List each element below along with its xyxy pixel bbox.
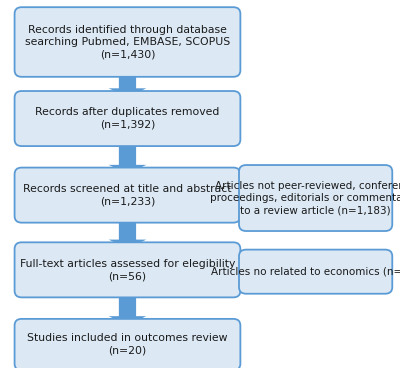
FancyBboxPatch shape [14,7,240,77]
Text: Records screened at title and abstract
(n=1,233): Records screened at title and abstract (… [23,184,232,206]
Polygon shape [109,70,146,97]
Polygon shape [234,177,246,213]
Polygon shape [109,140,146,174]
FancyBboxPatch shape [239,165,392,231]
Polygon shape [109,216,146,249]
Text: Studies included in outcomes review
(n=20): Studies included in outcomes review (n=2… [27,333,228,356]
Polygon shape [234,254,246,289]
FancyBboxPatch shape [14,242,240,297]
Polygon shape [109,291,146,325]
Text: Records after duplicates removed
(n=1,392): Records after duplicates removed (n=1,39… [35,108,220,130]
Text: Records identified through database
searching Pubmed, EMBASE, SCOPUS
(n=1,430): Records identified through database sear… [25,25,230,60]
Text: Articles no related to economics (n=41): Articles no related to economics (n=41) [211,267,400,277]
FancyBboxPatch shape [14,91,240,146]
Text: Articles not peer-reviewed, conference
proceedings, editorials or commentaries
t: Articles not peer-reviewed, conference p… [210,181,400,215]
FancyBboxPatch shape [14,168,240,222]
FancyBboxPatch shape [14,319,240,370]
Text: Full-text articles assessed for elegibility
(n=56): Full-text articles assessed for elegibil… [20,259,235,281]
FancyBboxPatch shape [239,250,392,294]
